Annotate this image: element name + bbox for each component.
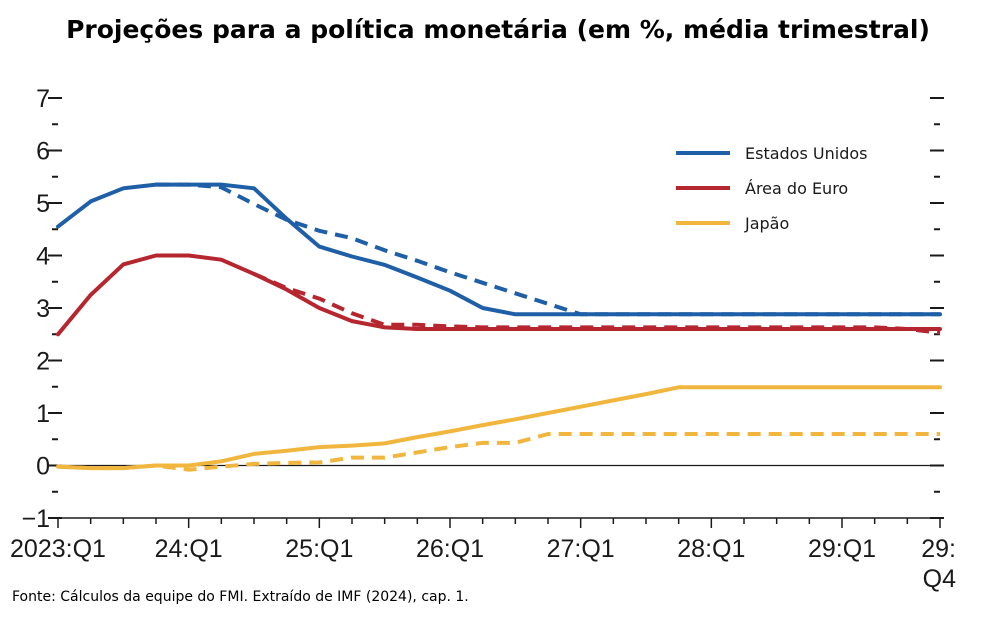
legend: Estados Unidos Área do Euro Japão bbox=[676, 144, 867, 233]
legend-label: Área do Euro bbox=[745, 179, 848, 198]
chart-title: Projeções para a política monetária (em … bbox=[66, 15, 930, 44]
y-tick-label: 1 bbox=[36, 400, 50, 428]
series-line-estados-unidos-solid bbox=[56, 182, 942, 317]
x-tick-label: 2023:Q1 bbox=[10, 535, 106, 563]
legend-label: Estados Unidos bbox=[745, 144, 867, 163]
y-tick-label: 7 bbox=[36, 85, 50, 113]
x-tick-label: 27:Q1 bbox=[547, 535, 615, 563]
series-layer bbox=[56, 182, 942, 472]
x-tick-label: 29:Q1 bbox=[808, 535, 876, 563]
series-line-area-do-euro-solid bbox=[56, 253, 942, 337]
x-tick-label: Q4 bbox=[923, 565, 956, 593]
x-tick-label: 26:Q1 bbox=[416, 535, 484, 563]
y-tick-label: 6 bbox=[36, 138, 50, 166]
y-tick-label: 2 bbox=[36, 348, 50, 376]
axes bbox=[58, 464, 940, 519]
legend-label: Japão bbox=[744, 214, 789, 233]
y-tick-labels: −1 0 1 2 3 4 5 6 7 bbox=[21, 85, 50, 533]
series-line-japao-solid bbox=[56, 385, 942, 471]
series-line-estados-unidos-dashed bbox=[156, 182, 940, 317]
x-tick-labels: 2023:Q1 24:Q1 25:Q1 26:Q1 27:Q1 28:Q1 29:Q1 29:… bbox=[10, 535, 956, 593]
y-tick-label: 4 bbox=[36, 243, 50, 271]
y-tick-label: −1 bbox=[21, 505, 50, 533]
y-tick-label: 0 bbox=[36, 453, 50, 481]
series-line-japao-dashed bbox=[57, 432, 940, 472]
x-tick-label: 24:Q1 bbox=[155, 535, 223, 563]
source-note: Fonte: Cálculos da equipe do FMI. Extraí… bbox=[12, 589, 469, 605]
x-tick-label: 25:Q1 bbox=[285, 535, 353, 563]
x-tick-label: 29: bbox=[921, 535, 956, 563]
x-tick-label: 28:Q1 bbox=[677, 535, 745, 563]
y-tick-label: 5 bbox=[36, 190, 50, 218]
y-tick-label: 3 bbox=[36, 295, 50, 323]
